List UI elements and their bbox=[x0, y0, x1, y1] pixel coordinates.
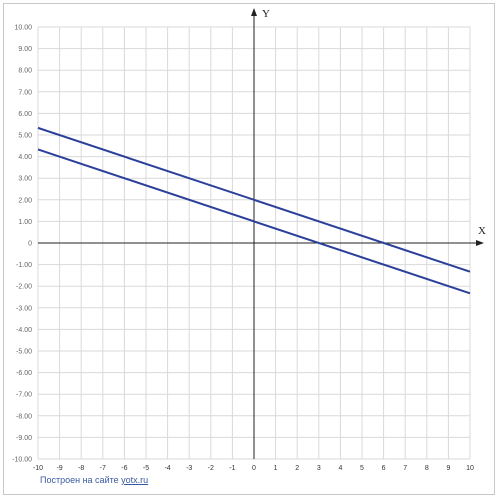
x-tick-label: -4 bbox=[164, 465, 170, 472]
y-tick-label: 4.00 bbox=[18, 154, 32, 161]
credit-link[interactable]: yotx.ru bbox=[121, 475, 149, 485]
y-axis-arrow bbox=[251, 8, 257, 16]
x-tick-label: -6 bbox=[121, 465, 127, 472]
y-tick-label: -4.00 bbox=[16, 327, 32, 334]
y-tick-label: -5.00 bbox=[16, 349, 32, 356]
x-tick-label: 3 bbox=[317, 465, 321, 472]
x-tick-label: -7 bbox=[100, 465, 106, 472]
series-layer bbox=[37, 126, 471, 295]
y-tick-label: 7.00 bbox=[18, 89, 32, 96]
x-tick-label: -8 bbox=[78, 465, 84, 472]
x-tick-label: -9 bbox=[56, 465, 62, 472]
x-tick-label: 4 bbox=[338, 465, 342, 472]
y-tick-label: 0 bbox=[28, 241, 32, 248]
x-tick-label: -3 bbox=[186, 465, 192, 472]
credit-footer: Построен на сайте yotx.ru bbox=[40, 475, 148, 485]
x-axis-arrow bbox=[476, 240, 484, 246]
x-tick-label: 1 bbox=[274, 465, 278, 472]
y-tick-label: 8.00 bbox=[18, 68, 32, 75]
x-tick-label: -1 bbox=[229, 465, 235, 472]
y-tick-label: 9.00 bbox=[18, 46, 32, 53]
y-tick-label: -1.00 bbox=[16, 262, 32, 269]
chart-frame bbox=[3, 3, 495, 495]
y-tick-label: -3.00 bbox=[16, 305, 32, 312]
y-tick-label: -8.00 bbox=[16, 413, 32, 420]
y-tick-label: 1.00 bbox=[18, 219, 32, 226]
x-tick-label: 7 bbox=[403, 465, 407, 472]
x-tick-label: 8 bbox=[425, 465, 429, 472]
axes bbox=[38, 8, 484, 459]
x-tick-label: -2 bbox=[208, 465, 214, 472]
y-tick-label: -9.00 bbox=[16, 435, 32, 442]
x-tick-label: 5 bbox=[360, 465, 364, 472]
y-tick-label: 2.00 bbox=[18, 197, 32, 204]
y-tick-label: 5.00 bbox=[18, 133, 32, 140]
series-line-2 bbox=[37, 148, 471, 295]
x-tick-label: 2 bbox=[295, 465, 299, 472]
x-tick-label: 10 bbox=[466, 465, 474, 472]
y-axis-label: Y bbox=[262, 8, 270, 20]
y-tick-label: 10.00 bbox=[14, 25, 32, 32]
y-tick-label: -2.00 bbox=[16, 284, 32, 291]
x-tick-label: -10 bbox=[33, 465, 43, 472]
credit-text: Построен на сайте bbox=[40, 475, 122, 485]
series-line-1 bbox=[37, 126, 471, 273]
y-tick-label: -10.00 bbox=[12, 457, 32, 464]
y-tick-label: 3.00 bbox=[18, 176, 32, 183]
x-axis-label: X bbox=[478, 225, 486, 237]
x-tick-label: -5 bbox=[143, 465, 149, 472]
y-tick-label: -7.00 bbox=[16, 392, 32, 399]
y-tick-label: -6.00 bbox=[16, 370, 32, 377]
x-tick-label: 9 bbox=[446, 465, 450, 472]
y-tick-label: 6.00 bbox=[18, 111, 32, 118]
x-tick-label: 6 bbox=[382, 465, 386, 472]
y-tick-labels: 10.00 9.00 8.00 7.00 6.00 5.00 4.00 3.00 2.00 1.0… bbox=[12, 25, 32, 464]
x-tick-label: 0 bbox=[252, 465, 256, 472]
x-tick-labels: -10 -9 -8 -7 -6 -5 -4 -3 -2 -1 0 1 2 3 4 5 6 7 8 9 10 bbox=[33, 465, 474, 472]
